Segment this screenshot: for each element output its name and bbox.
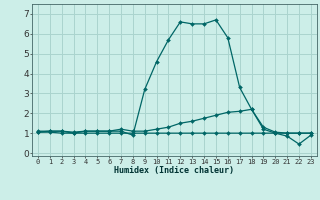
X-axis label: Humidex (Indice chaleur): Humidex (Indice chaleur) — [115, 166, 234, 175]
